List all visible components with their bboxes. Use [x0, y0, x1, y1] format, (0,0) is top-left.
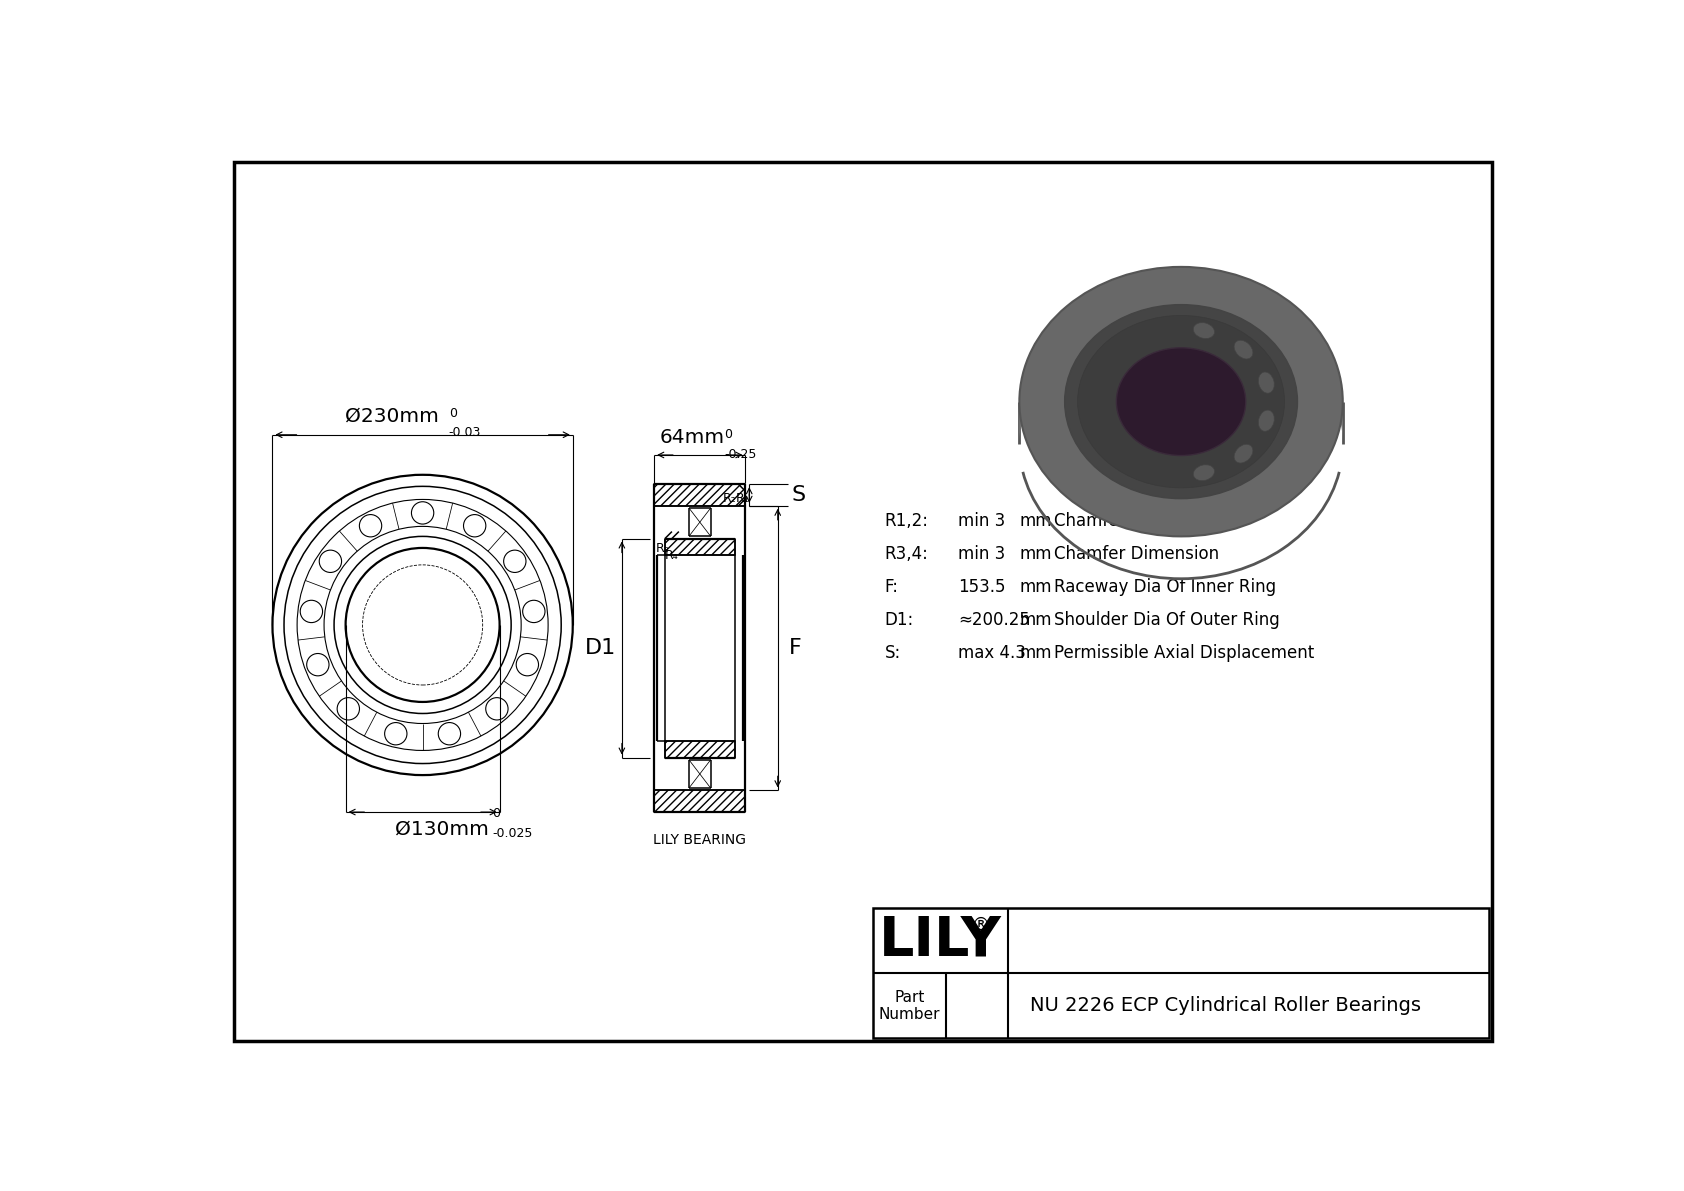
Bar	[653, 485, 746, 506]
Text: Ø130mm: Ø130mm	[396, 819, 488, 838]
Ellipse shape	[1234, 444, 1253, 463]
Ellipse shape	[1078, 316, 1285, 488]
Ellipse shape	[1234, 444, 1253, 463]
Ellipse shape	[1064, 305, 1297, 499]
Text: R1,2:: R1,2:	[884, 512, 928, 530]
Ellipse shape	[1258, 372, 1275, 393]
Ellipse shape	[1019, 267, 1342, 536]
Text: -0.025: -0.025	[492, 828, 532, 841]
Bar	[665, 741, 734, 757]
Text: Chamfer Dimension: Chamfer Dimension	[1054, 545, 1219, 563]
Text: Chamfer Dimension: Chamfer Dimension	[1054, 512, 1219, 530]
Text: NU 2226 ECP Cylindrical Roller Bearings: NU 2226 ECP Cylindrical Roller Bearings	[1031, 996, 1421, 1015]
Ellipse shape	[1194, 323, 1214, 338]
Text: -0.03: -0.03	[450, 426, 482, 439]
Text: ®: ®	[972, 916, 990, 934]
Bar	[872, 908, 1489, 1039]
Text: ≈200.25: ≈200.25	[958, 611, 1029, 629]
Ellipse shape	[1258, 410, 1275, 431]
Bar	[653, 791, 746, 812]
Ellipse shape	[1064, 305, 1297, 499]
Text: D1: D1	[584, 638, 616, 659]
Text: 0: 0	[724, 428, 733, 441]
Ellipse shape	[1194, 323, 1214, 338]
Ellipse shape	[1116, 348, 1246, 455]
Ellipse shape	[1194, 464, 1214, 481]
Text: S: S	[791, 485, 805, 505]
Text: min 3: min 3	[958, 512, 1005, 530]
Text: -0.25: -0.25	[724, 448, 756, 461]
Bar	[665, 538, 734, 555]
Text: mm: mm	[1019, 644, 1052, 662]
Ellipse shape	[1194, 464, 1214, 481]
Text: mm: mm	[1019, 611, 1052, 629]
Text: 0: 0	[492, 806, 500, 819]
Text: 64mm: 64mm	[660, 429, 724, 448]
Text: R₁: R₁	[736, 492, 749, 505]
Text: LILY: LILY	[879, 913, 1002, 967]
Ellipse shape	[1234, 341, 1253, 358]
Ellipse shape	[1078, 316, 1285, 488]
Text: mm: mm	[1019, 578, 1052, 597]
Text: 153.5: 153.5	[958, 578, 1005, 597]
Text: mm: mm	[1019, 512, 1052, 530]
Text: S:: S:	[884, 644, 901, 662]
Text: R₄: R₄	[665, 549, 679, 562]
Ellipse shape	[1234, 341, 1253, 358]
Text: Part
Number: Part Number	[879, 990, 940, 1022]
Text: D1:: D1:	[884, 611, 914, 629]
Text: F:: F:	[884, 578, 899, 597]
Text: Raceway Dia Of Inner Ring: Raceway Dia Of Inner Ring	[1054, 578, 1276, 597]
Ellipse shape	[1258, 410, 1275, 431]
Text: Permissible Axial Displacement: Permissible Axial Displacement	[1054, 644, 1314, 662]
Text: max 4.3: max 4.3	[958, 644, 1026, 662]
Text: min 3: min 3	[958, 545, 1005, 563]
Text: R₃: R₃	[655, 542, 670, 555]
Text: F: F	[790, 638, 802, 659]
Polygon shape	[1019, 267, 1342, 444]
Text: R₂: R₂	[722, 492, 736, 505]
Text: Ø230mm: Ø230mm	[345, 406, 440, 425]
Text: R3,4:: R3,4:	[884, 545, 928, 563]
Text: LILY BEARING: LILY BEARING	[653, 834, 746, 848]
Ellipse shape	[1258, 372, 1275, 393]
Text: 0: 0	[450, 407, 456, 420]
Ellipse shape	[1019, 267, 1342, 536]
Text: mm: mm	[1019, 545, 1052, 563]
Ellipse shape	[1116, 348, 1246, 455]
Text: Shoulder Dia Of Outer Ring: Shoulder Dia Of Outer Ring	[1054, 611, 1280, 629]
